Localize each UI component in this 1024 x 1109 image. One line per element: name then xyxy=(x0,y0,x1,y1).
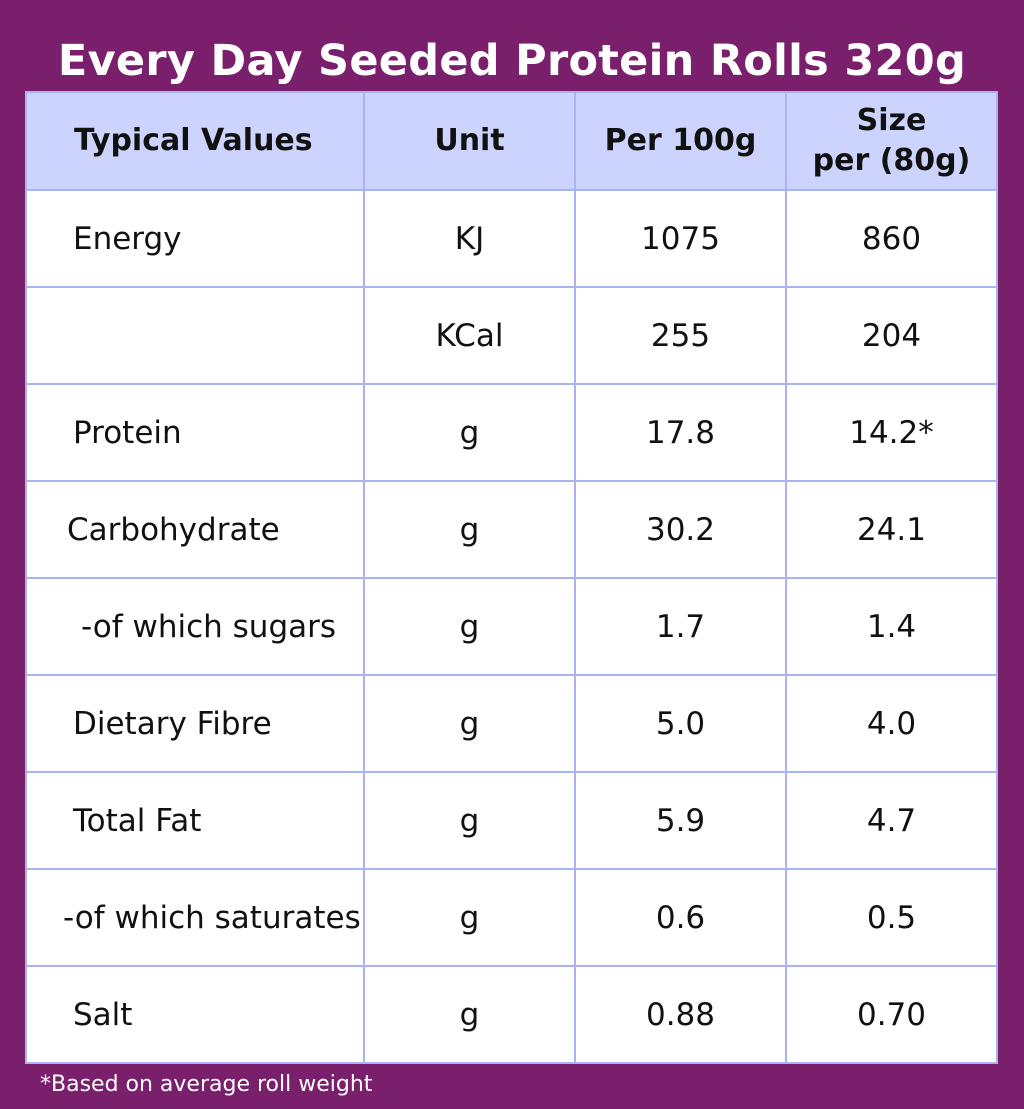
row-unit: g xyxy=(363,383,576,482)
table-row-dietary-fibre: Dietary Fibre g 5.0 4.0 xyxy=(25,674,998,773)
row-label xyxy=(25,286,365,385)
row-per-100g: 30.2 xyxy=(574,480,787,579)
table-row-energy-kcal: KCal 255 204 xyxy=(25,286,998,385)
row-per-80g: 1.4 xyxy=(785,577,998,676)
row-unit: g xyxy=(363,868,576,967)
table-row-protein: Protein g 17.8 14.2* xyxy=(25,383,998,482)
row-label: Carbohydrate xyxy=(25,480,365,579)
page-title: Every Day Seeded Protein Rolls 320g xyxy=(57,36,967,86)
row-label: Dietary Fibre xyxy=(25,674,365,773)
table-row-salt: Salt g 0.88 0.70 xyxy=(25,965,998,1064)
table-row-carbohydrate: Carbohydrate g 30.2 24.1 xyxy=(25,480,998,579)
row-per-80g: 204 xyxy=(785,286,998,385)
row-label: -of which sugars xyxy=(25,577,365,676)
row-label: -of which saturates xyxy=(25,868,365,967)
row-unit: KJ xyxy=(363,189,576,288)
header-per-100g: Per 100g xyxy=(574,91,787,191)
table-header: Typical Values Unit Per 100g Size per (8… xyxy=(25,91,998,191)
row-per-100g: 5.0 xyxy=(574,674,787,773)
table-body: Energy KJ 1075 860 KCal 255 204 Protein … xyxy=(25,189,998,1064)
row-per-80g: 4.0 xyxy=(785,674,998,773)
row-per-80g: 14.2* xyxy=(785,383,998,482)
header-size-line2: per (80g) xyxy=(812,143,971,178)
table-row-energy-kj: Energy KJ 1075 860 xyxy=(25,189,998,288)
row-per-80g: 0.70 xyxy=(785,965,998,1064)
header-unit: Unit xyxy=(363,91,576,191)
row-per-80g: 24.1 xyxy=(785,480,998,579)
nutrition-panel: Typical Values Unit Per 100g Size per (8… xyxy=(25,91,998,1064)
row-per-100g: 5.9 xyxy=(574,771,787,870)
row-unit: g xyxy=(363,674,576,773)
row-per-100g: 1.7 xyxy=(574,577,787,676)
nutrition-table: Typical Values Unit Per 100g Size per (8… xyxy=(25,91,998,1064)
table-row-saturates: -of which saturates g 0.6 0.5 xyxy=(25,868,998,967)
row-label: Total Fat xyxy=(25,771,365,870)
header-row: Typical Values Unit Per 100g Size per (8… xyxy=(25,91,998,191)
row-label: Salt xyxy=(25,965,365,1064)
row-unit: g xyxy=(363,577,576,676)
header-size-line1: Size xyxy=(856,103,927,138)
table-row-sugars: -of which sugars g 1.7 1.4 xyxy=(25,577,998,676)
row-per-80g: 860 xyxy=(785,189,998,288)
row-label: Energy xyxy=(25,189,365,288)
row-per-100g: 1075 xyxy=(574,189,787,288)
row-label: Protein xyxy=(25,383,365,482)
header-size-per-80g: Size per (80g) xyxy=(785,91,998,191)
row-unit: g xyxy=(363,965,576,1064)
row-per-80g: 0.5 xyxy=(785,868,998,967)
row-unit: g xyxy=(363,480,576,579)
table-row-total-fat: Total Fat g 5.9 4.7 xyxy=(25,771,998,870)
row-unit: g xyxy=(363,771,576,870)
row-per-100g: 0.6 xyxy=(574,868,787,967)
row-per-100g: 0.88 xyxy=(574,965,787,1064)
row-per-100g: 17.8 xyxy=(574,383,787,482)
footnote: *Based on average roll weight xyxy=(40,1072,373,1097)
row-per-100g: 255 xyxy=(574,286,787,385)
header-typical-values: Typical Values xyxy=(25,91,365,191)
row-per-80g: 4.7 xyxy=(785,771,998,870)
row-unit: KCal xyxy=(363,286,576,385)
